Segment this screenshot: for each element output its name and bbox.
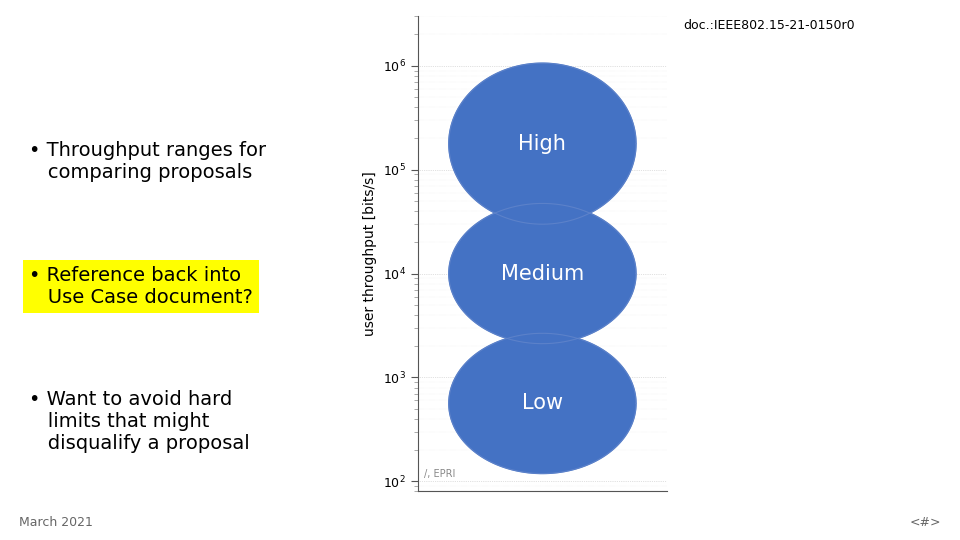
Polygon shape xyxy=(449,333,636,474)
Text: Low: Low xyxy=(522,394,563,414)
Polygon shape xyxy=(449,63,636,224)
Y-axis label: user throughput [bits/s]: user throughput [bits/s] xyxy=(363,171,377,336)
Polygon shape xyxy=(449,204,636,343)
Text: <#>: <#> xyxy=(909,516,941,529)
Text: /, EPRI: /, EPRI xyxy=(424,469,455,479)
Text: • Want to avoid hard
   limits that might
   disqualify a proposal: • Want to avoid hard limits that might d… xyxy=(29,390,250,453)
Text: • Reference back into
   Use Case document?: • Reference back into Use Case document? xyxy=(29,266,252,307)
Text: doc.:IEEE802.15-21-0150r0: doc.:IEEE802.15-21-0150r0 xyxy=(683,19,854,32)
Text: • Throughput ranges for
   comparing proposals: • Throughput ranges for comparing propos… xyxy=(29,141,266,183)
Text: March 2021: March 2021 xyxy=(19,516,93,529)
Text: Medium: Medium xyxy=(501,264,584,284)
Text: High: High xyxy=(518,134,566,154)
